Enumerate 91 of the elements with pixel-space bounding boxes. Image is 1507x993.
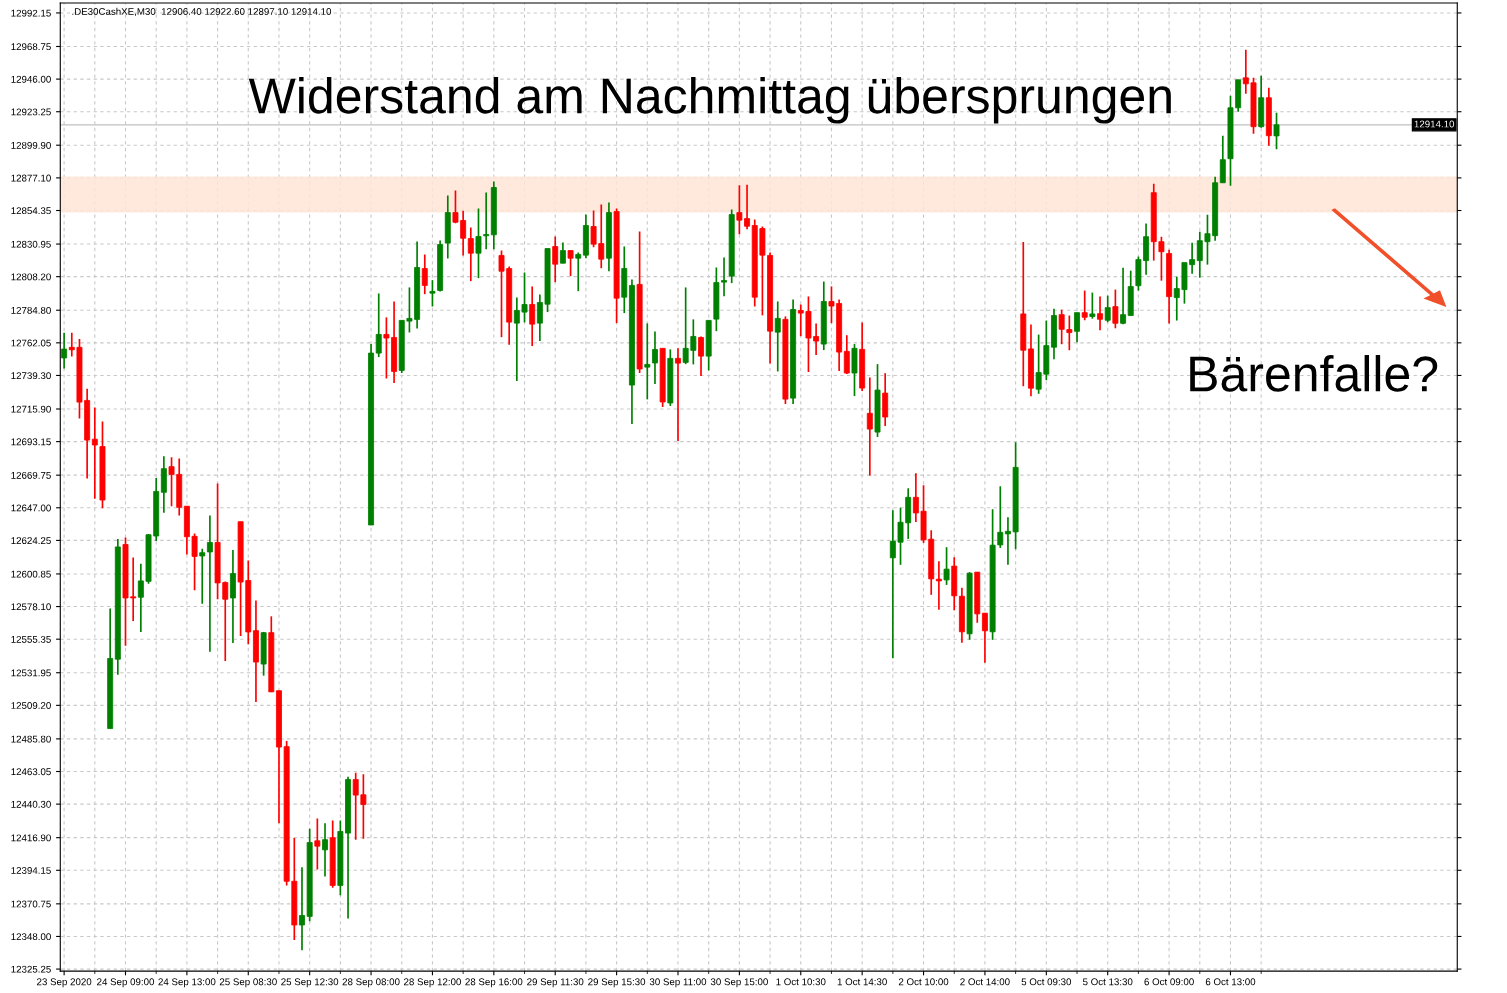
candlestick xyxy=(1104,294,1111,324)
candlestick xyxy=(644,322,651,401)
y-tick-label: 12509.20 xyxy=(11,702,51,709)
x-tick-label: 1 Oct 14:30 xyxy=(837,978,887,986)
candlestick xyxy=(843,334,850,375)
candlestick xyxy=(1074,311,1080,344)
y-tick-label: 12968.75 xyxy=(11,43,51,51)
candlestick xyxy=(981,612,988,664)
candlestick xyxy=(421,253,428,295)
candlestick xyxy=(698,335,704,377)
y-tick-label: 12899.90 xyxy=(11,141,51,149)
candlestick xyxy=(675,347,681,442)
chart-title: .DE30CashXE,M30 12906.40 12922.60 12897.10 12914.10 xyxy=(72,7,332,17)
annotation: Widerstand am Nachmittag übersprungen xyxy=(248,76,1171,124)
y-tick-label: 12693.15 xyxy=(11,438,51,446)
y-tick-label: 12854.35 xyxy=(11,207,51,215)
y-tick-label: 12485.80 xyxy=(11,735,51,743)
candlestick xyxy=(483,191,490,250)
candlestick xyxy=(314,817,321,871)
candlestick xyxy=(475,207,482,279)
candlestick xyxy=(575,251,582,292)
candlestick xyxy=(1120,266,1126,326)
candlestick xyxy=(199,547,206,605)
candlestick xyxy=(567,249,574,277)
y-tick-label: 12715.90 xyxy=(11,405,51,413)
x-tick-label: 25 Sep 08:30 xyxy=(219,978,277,988)
candlestick xyxy=(375,292,382,358)
candlestick xyxy=(943,546,950,586)
candlestick xyxy=(866,376,873,477)
ref-line-label: 12914.10 xyxy=(1414,120,1455,128)
candlestick xyxy=(1097,295,1103,332)
x-tick-label: 23 Sep 2020 xyxy=(37,978,92,988)
y-tick-label: 12739.30 xyxy=(11,372,51,380)
x-tick-label: 2 Oct 10:00 xyxy=(898,978,949,986)
x-tick-label: 30 Sep 15:00 xyxy=(710,978,768,988)
x-tick-label: 2 Oct 14:00 xyxy=(960,978,1010,986)
y-tick-label: 12440.30 xyxy=(11,800,51,808)
candlestick xyxy=(206,514,213,653)
y-tick-label: 12669.75 xyxy=(11,471,51,479)
y-tick-label: 12624.25 xyxy=(11,537,51,545)
candlestick xyxy=(774,300,781,373)
x-tick-label: 24 Sep 09:00 xyxy=(97,978,155,988)
x-tick-label: 1 Oct 10:30 xyxy=(776,978,826,986)
y-tick-label: 12830.95 xyxy=(11,240,51,248)
y-tick-label: 12394.15 xyxy=(11,867,51,874)
y-tick-label: 12992.15 xyxy=(11,9,51,17)
candlestick xyxy=(1112,288,1119,330)
x-tick-label: 6 Oct 09:00 xyxy=(1144,978,1194,986)
x-tick-label: 28 Sep 08:00 xyxy=(342,978,400,988)
x-tick-label: 24 Sep 13:00 xyxy=(158,978,216,988)
candlestick xyxy=(91,406,98,500)
candlestick xyxy=(429,279,436,308)
x-tick-label: 5 Oct 13:30 xyxy=(1082,978,1133,986)
x-tick-label: 30 Sep 11:00 xyxy=(649,978,707,988)
candlestick xyxy=(652,330,658,385)
candlestick xyxy=(882,372,889,427)
y-tick-label: 12877.10 xyxy=(11,174,51,182)
candlestick xyxy=(1219,134,1226,184)
annotation: Bärenfalle? xyxy=(1190,355,1438,392)
x-tick-label: 25 Sep 12:30 xyxy=(281,978,339,988)
y-tick-label: 12463.05 xyxy=(11,768,51,776)
y-tick-label: 12808.20 xyxy=(11,273,51,281)
y-tick-label: 12762.05 xyxy=(11,339,51,347)
candlestick xyxy=(467,226,474,282)
x-tick-label: 29 Sep 15:30 xyxy=(588,978,646,988)
y-tick-label: 12578.10 xyxy=(11,603,51,611)
y-tick-label: 12946.00 xyxy=(11,75,51,83)
y-tick-label: 12348.00 xyxy=(11,933,51,941)
y-tick-label: 12531.95 xyxy=(11,669,51,677)
candlestick xyxy=(935,560,942,611)
y-tick-label: 12555.35 xyxy=(11,635,51,643)
y-tick-label: 12647.00 xyxy=(11,504,51,512)
x-tick-label: 5 Oct 09:30 xyxy=(1021,978,1072,986)
y-tick-label: 12325.25 xyxy=(11,965,51,973)
x-tick-label: 28 Sep 16:00 xyxy=(465,978,523,988)
candlestick xyxy=(322,822,328,878)
y-tick-label: 12370.75 xyxy=(11,900,51,908)
y-tick-label: 12416.90 xyxy=(11,834,51,842)
candlestick xyxy=(559,241,566,265)
x-tick-label: 29 Sep 11:30 xyxy=(527,978,584,988)
y-tick-label: 12600.85 xyxy=(11,570,51,578)
y-tick-label: 12923.25 xyxy=(11,108,51,116)
x-tick-label: 6 Oct 13:00 xyxy=(1205,978,1256,986)
candlestick xyxy=(1081,289,1088,322)
candlestick xyxy=(552,235,559,283)
candlestick xyxy=(1273,111,1280,151)
candlestick xyxy=(529,285,536,347)
y-tick-label: 12784.80 xyxy=(11,306,51,314)
candlestick xyxy=(160,455,167,514)
candlestick xyxy=(1089,291,1096,320)
x-tick-label: 28 Sep 12:00 xyxy=(404,978,461,988)
